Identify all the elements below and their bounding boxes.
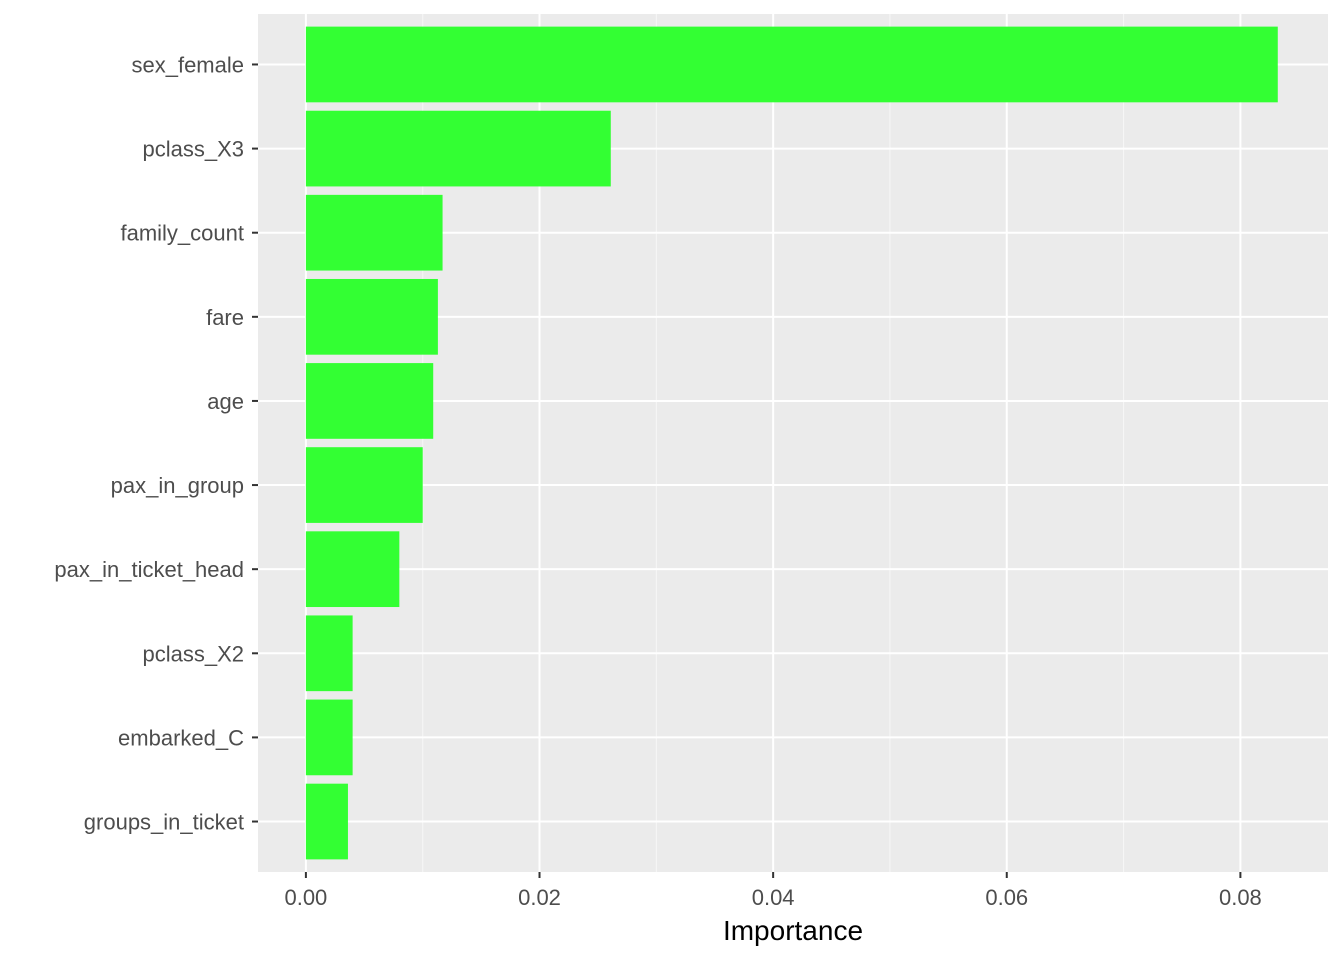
bar-sex_female xyxy=(305,26,1278,103)
bar-pax_in_group xyxy=(305,447,423,523)
x-tick-label: 0.00 xyxy=(284,885,327,910)
x-tick-label: 0.06 xyxy=(985,885,1028,910)
bars xyxy=(305,26,1278,860)
x-axis-title: Importance xyxy=(723,915,863,946)
y-tick-label: groups_in_ticket xyxy=(84,810,244,835)
x-tick-label: 0.04 xyxy=(752,885,795,910)
bar-groups_in_ticket xyxy=(305,783,348,860)
y-tick-label: sex_female xyxy=(131,52,244,77)
bar-fare xyxy=(305,278,438,355)
y-tick-label: embarked_C xyxy=(118,725,244,750)
bar-family_count xyxy=(305,194,443,271)
y-tick-label: pclass_X3 xyxy=(142,137,244,162)
y-tick-label: pclass_X2 xyxy=(142,641,244,666)
bar-pax_in_ticket_head xyxy=(305,531,400,608)
bar-pclass_X2 xyxy=(305,615,353,692)
x-tick-label: 0.02 xyxy=(518,885,561,910)
y-tick-label: family_count xyxy=(120,221,244,246)
y-tick-label: pax_in_ticket_head xyxy=(54,557,244,582)
bar-embarked_C xyxy=(305,699,353,776)
bar-age xyxy=(305,363,434,439)
x-tick-label: 0.08 xyxy=(1219,885,1262,910)
bar-pclass_X3 xyxy=(305,110,611,187)
y-tick-label: age xyxy=(207,389,244,414)
x-axis: 0.00 0.02 0.04 0.06 0.08 xyxy=(284,872,1262,910)
y-tick-label: pax_in_group xyxy=(111,473,244,498)
y-tick-label: fare xyxy=(206,305,244,330)
